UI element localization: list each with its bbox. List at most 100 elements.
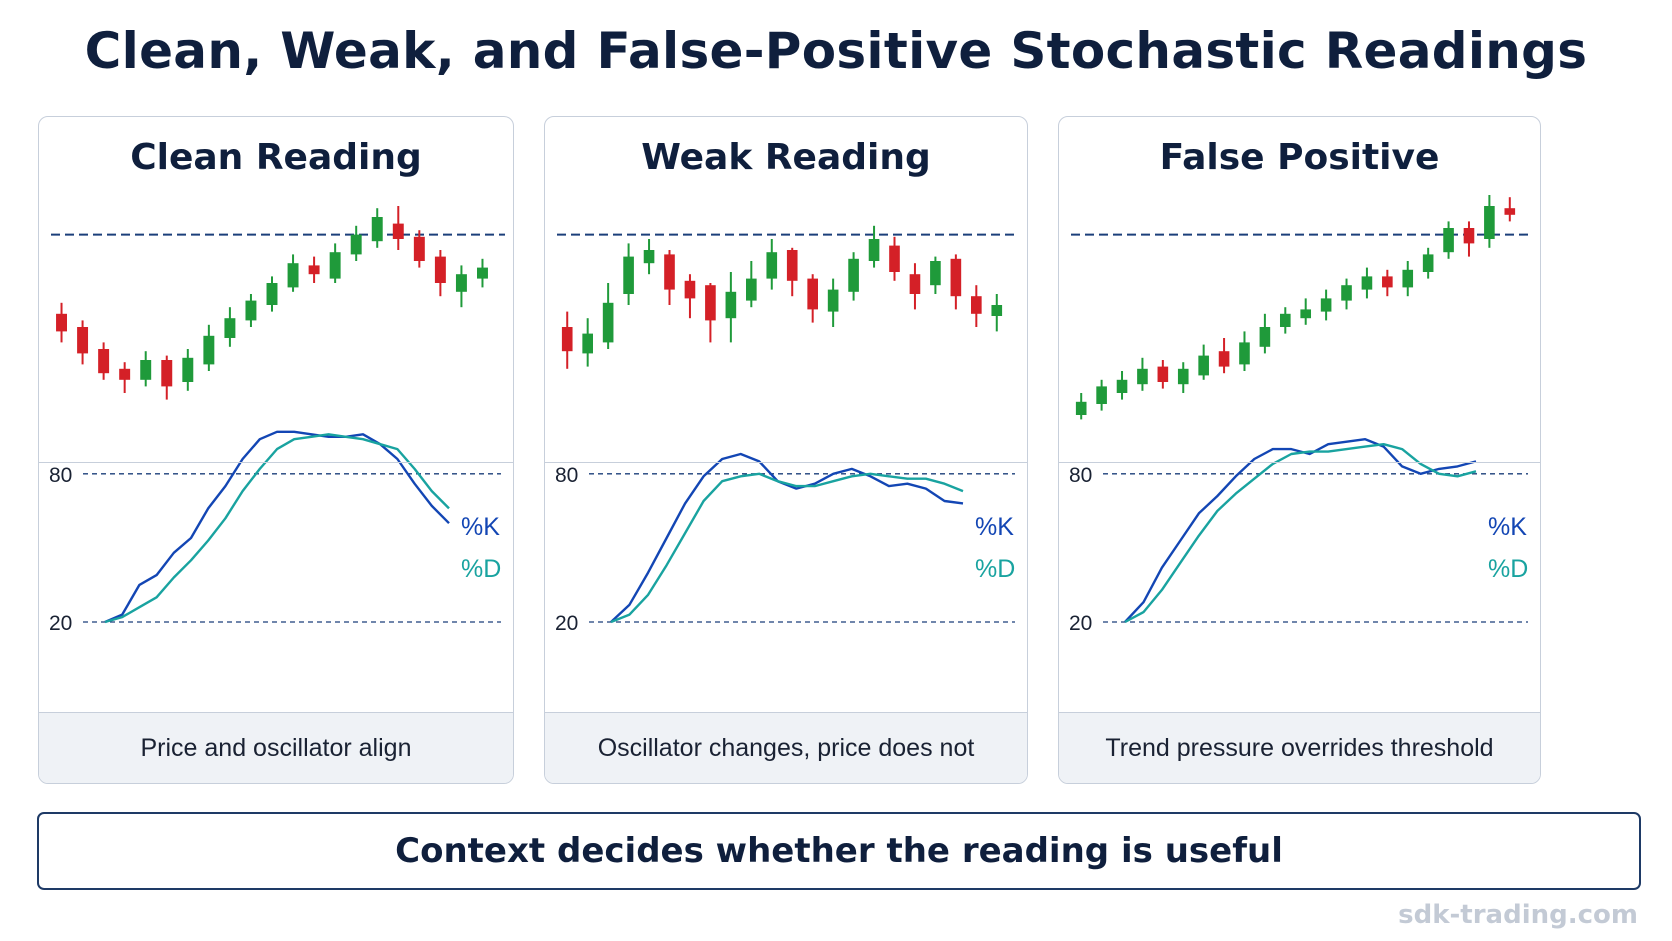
k-legend-label: %K [975,513,1014,541]
bear-candle [434,256,446,283]
bear-candle [119,368,131,380]
bull-candle [1239,342,1250,365]
bull-candle [455,274,467,292]
bear-candle [1218,351,1230,367]
bull-candle [582,333,593,354]
bull-candle [623,256,634,294]
bull-candle [329,252,341,279]
k-line [1124,438,1477,623]
d-line [1124,443,1477,624]
k-legend-label: %K [461,513,500,541]
level-80-label: 80 [1069,464,1092,487]
panel-caption: Price and oscillator align [39,712,513,783]
bull-candle [1198,355,1209,376]
bull-candle [1422,254,1434,272]
bull-candle [1137,368,1148,385]
bull-candle [371,217,383,242]
bull-candle [1361,276,1373,290]
panel-divider [1059,462,1540,463]
bull-candle [848,258,859,292]
bear-candle [77,327,89,354]
panel-title: Clean Reading [130,137,422,178]
bear-candle [1463,228,1475,244]
bear-candle [684,280,696,299]
bull-candle [930,261,941,286]
bull-candle [245,300,257,321]
d-legend-label: %D [461,555,501,583]
bull-candle [868,239,880,261]
level-20-label: 20 [1069,612,1092,635]
panel-weak-reading: Weak Reading 80 20 %K %D Oscillator changes… [544,116,1028,784]
bull-candle [1402,269,1414,288]
panel-title: Weak Reading [641,137,931,178]
panel-divider [545,462,1027,463]
false-positive-chart: 80 20 %K %D [1069,195,1532,635]
bear-candle [889,245,900,272]
level-80-label: 80 [49,464,72,487]
bear-candle [1157,366,1169,382]
bear-candle [705,285,716,321]
bull-candle [1259,327,1271,347]
bear-candle [807,278,818,310]
bear-candle [561,327,573,352]
bear-candle [786,250,798,281]
bear-candle [308,265,320,275]
bull-candle [1320,298,1332,312]
bear-candle [950,258,962,297]
conclusion-banner: Context decides whether the reading is u… [37,812,1641,890]
bull-candle [140,360,152,380]
bull-candle [1279,313,1291,327]
bear-candle [392,223,404,239]
level-20-label: 20 [555,612,578,635]
k-line [610,452,964,623]
bear-candle [1382,276,1393,288]
bull-candle [1116,379,1128,393]
panel-false-positive: False Positive 80 20 %K %D Trend pressure o… [1058,116,1541,784]
level-20-label: 20 [49,612,72,635]
bull-candle [266,283,278,305]
page-title: Clean, Weak, and False-Positive Stochast… [84,22,1588,80]
bull-candle [1096,386,1107,404]
d-legend-label: %D [1488,555,1528,583]
clean-reading-chart: 80 20 %K %D [49,206,505,635]
k-legend-label: %K [1488,513,1527,541]
panel-title: False Positive [1159,137,1440,178]
bull-candle [350,234,362,255]
bear-candle [971,296,982,314]
weak-reading-chart: 80 20 %K %D [555,225,1019,635]
panel-divider [39,462,513,463]
bull-candle [725,291,737,319]
d-line [104,433,450,624]
bull-candle [182,357,194,382]
bull-candle [1443,228,1454,253]
bull-candle [1341,285,1352,301]
bull-candle [827,289,839,312]
bull-candle [746,278,757,301]
bear-candle [98,349,110,374]
level-80-label: 80 [555,464,578,487]
bull-candle [477,267,488,279]
bull-candle [287,263,299,288]
bull-candle [602,302,614,343]
bear-candle [664,254,675,290]
bear-candle [56,313,67,332]
bull-candle [643,250,655,264]
d-legend-label: %D [975,555,1015,583]
bull-candle [1484,206,1495,239]
panel-clean-reading: Clean Reading 80 20 %K %D Price and oscilla… [38,116,514,784]
d-line [610,472,964,624]
bear-candle [413,236,425,261]
bull-candle [224,318,236,338]
bull-candle [1177,368,1189,385]
bull-candle [1300,309,1312,319]
bull-candle [991,305,1003,316]
bull-candle [1075,401,1087,415]
k-line [104,430,450,624]
bull-candle [766,252,778,279]
panel-caption: Oscillator changes, price does not [545,712,1027,783]
panel-caption: Trend pressure overrides threshold [1059,712,1540,783]
bear-candle [909,274,921,294]
watermark: sdk-trading.com [1398,900,1638,930]
bear-candle [161,360,173,387]
bear-candle [1504,208,1516,215]
